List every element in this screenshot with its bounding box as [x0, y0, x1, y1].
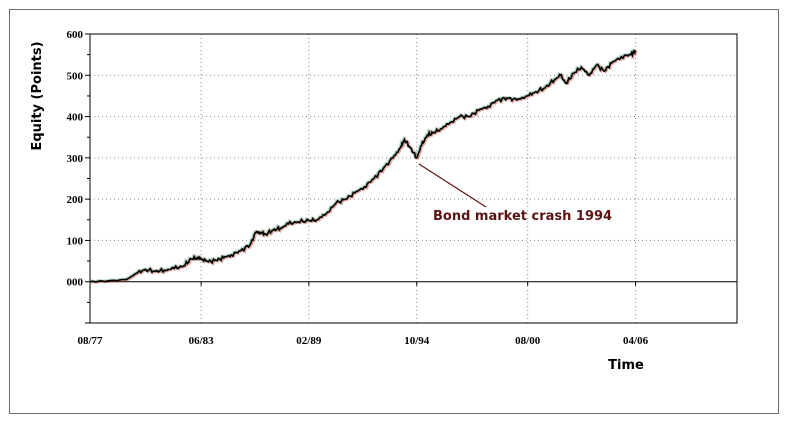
x-tick-label: 04/06 — [623, 335, 649, 347]
grid-lines — [89, 33, 737, 323]
y-tick-label: 100 — [67, 235, 84, 247]
y-tick-label: 600 — [67, 29, 84, 41]
x-tick-labels: 08/77 06/83 02/89 10/94 08/00 04/06 — [77, 335, 648, 347]
x-tick-label: 08/77 — [77, 335, 103, 347]
annotation-label: Bond market crash 1994 — [433, 209, 612, 224]
x-tick-label: 02/89 — [296, 335, 322, 347]
annotation-pointer — [418, 163, 487, 208]
plot-border — [89, 33, 738, 324]
x-tick-label: 10/94 — [404, 335, 430, 347]
y-axis-title: Equity (Points) — [30, 41, 45, 150]
y-tick-label: 500 — [67, 70, 84, 82]
y-tick-label: 300 — [67, 153, 84, 165]
x-tick-label: 06/83 — [189, 335, 215, 347]
series-shadow-green — [89, 47, 637, 283]
y-tick-label: 200 — [67, 194, 84, 206]
axes — [85, 33, 738, 324]
y-tick-label: 400 — [67, 112, 84, 124]
annotations: Bond market crash 1994 — [418, 163, 612, 224]
y-tick-label: 000 — [67, 277, 84, 289]
equity-series-line — [89, 49, 637, 283]
x-tick-label: 08/00 — [515, 335, 541, 347]
x-axis-title: Time — [608, 358, 644, 373]
chart-frame — [9, 9, 779, 414]
series-shadow-red — [90, 48, 638, 284]
y-tick-labels: 000 100 200 300 400 500 600 — [67, 29, 84, 289]
series-group — [89, 47, 638, 284]
